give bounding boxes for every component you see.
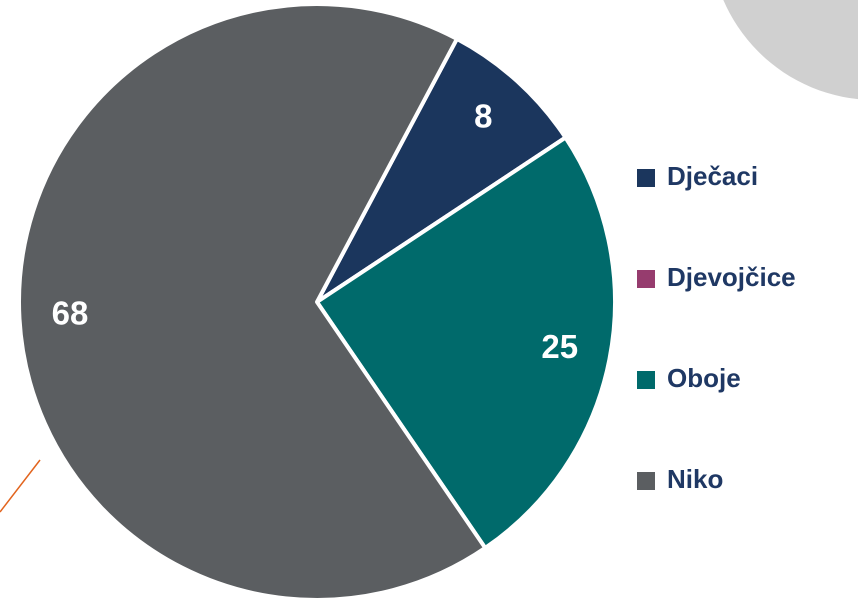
legend-swatch — [637, 169, 655, 187]
decor-line — [0, 459, 41, 513]
pie — [17, 2, 617, 599]
value-label: 8 — [474, 98, 492, 135]
legend-swatch — [637, 371, 655, 389]
legend-swatch — [637, 270, 655, 288]
pie-slice — [315, 135, 617, 550]
legend-label: Djevojčice — [667, 262, 796, 292]
legend-swatch — [637, 472, 655, 490]
pie-slice — [315, 36, 568, 304]
decor-circle — [723, 0, 858, 100]
legend: Dječaci Djevojčice Oboje Niko — [637, 161, 796, 494]
value-label: 25 — [541, 328, 578, 365]
value-labels: 8 25 68 — [52, 98, 578, 366]
value-label: 68 — [52, 294, 89, 331]
legend-label: Oboje — [667, 363, 741, 393]
legend-label: Dječaci — [667, 161, 758, 191]
pie-slice — [17, 2, 488, 599]
legend-label: Niko — [667, 464, 723, 494]
